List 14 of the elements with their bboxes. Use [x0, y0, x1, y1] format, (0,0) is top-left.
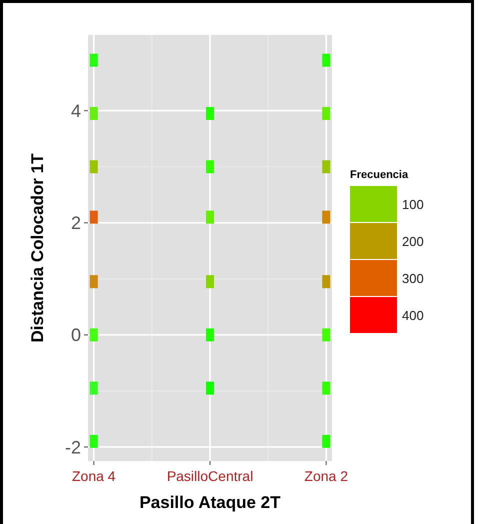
- y-tick-label: -2: [64, 437, 81, 458]
- color-bar-label: 400: [402, 308, 424, 324]
- y-tick-label: 0: [70, 325, 81, 346]
- y-tick-label: 4: [70, 100, 81, 121]
- x-tick-label: Zona 4: [72, 468, 116, 484]
- color-bar-label: 200: [402, 234, 424, 250]
- legend-title: Frecuencia: [350, 169, 409, 181]
- x-tick-label: Zona 2: [304, 468, 348, 484]
- y-axis-title: Distancia Colocador 1T: [28, 152, 47, 342]
- y-tick-label: 2: [70, 213, 81, 234]
- color-bar-label: 300: [402, 271, 424, 286]
- color-bar-label: 100: [402, 197, 424, 212]
- x-axis-title: Pasillo Ataque 2T: [139, 493, 282, 512]
- x-tick-label: PasilloCentral: [166, 468, 254, 484]
